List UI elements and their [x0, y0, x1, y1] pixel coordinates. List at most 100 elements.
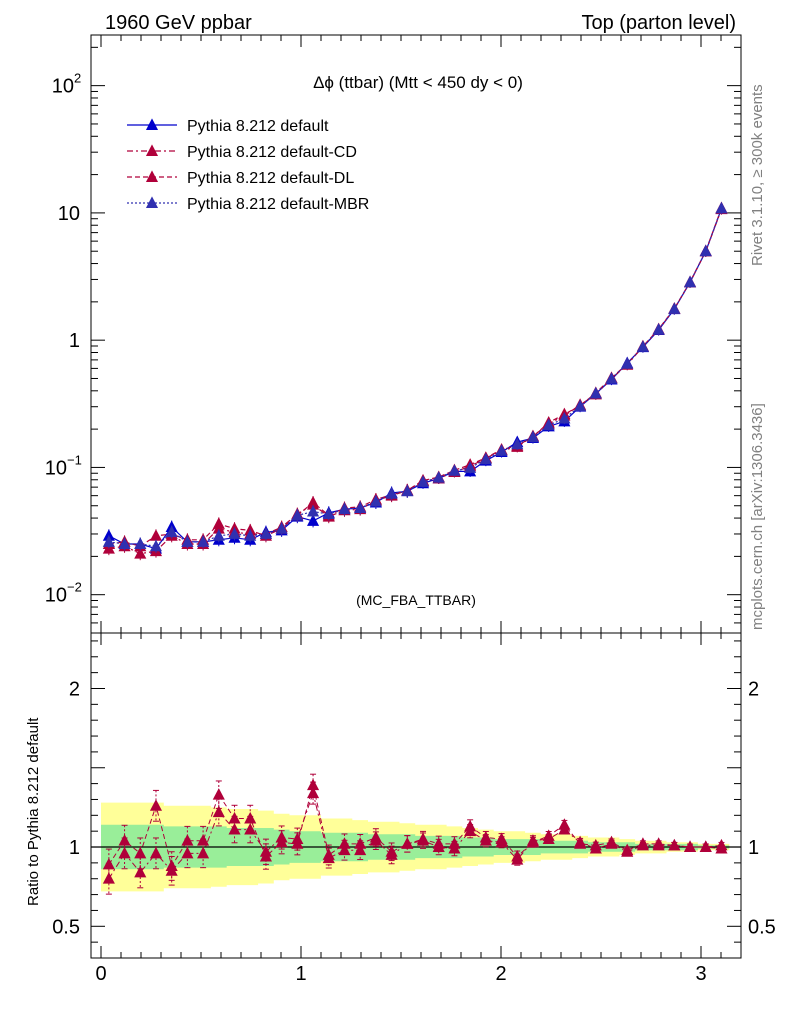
- legend-marker: [145, 118, 159, 130]
- data-point: [307, 514, 320, 526]
- ratio-y-axis-label: Ratio to Pythia 8.212 default: [25, 717, 42, 906]
- ratio-data-point: [668, 838, 681, 851]
- ratio-data-point: [636, 837, 649, 849]
- series-2: [102, 202, 728, 561]
- data-point: [102, 529, 115, 541]
- plot-title: Δϕ (ttbar) (Mtt < 450 dy < 0): [313, 73, 523, 92]
- ratio-data-point: [149, 846, 163, 859]
- legend-label: Pythia 8.212 default-DL: [187, 170, 354, 187]
- series-1: [102, 202, 728, 556]
- main-y-tick-exponent: 2: [74, 71, 81, 86]
- data-point: [495, 444, 508, 456]
- data-point: [511, 437, 524, 450]
- data-point: [542, 418, 555, 431]
- series-3: [102, 201, 728, 553]
- data-point: [401, 484, 414, 497]
- data-point: [322, 507, 335, 520]
- data-point: [558, 411, 571, 424]
- ratio-data-point: [699, 840, 712, 852]
- data-point: [479, 452, 492, 465]
- main-y-tick-exponent: −1: [67, 452, 82, 467]
- x-tick-label: 1: [295, 963, 306, 985]
- data-point: [244, 529, 257, 541]
- main-y-tick-exponent: −2: [67, 580, 82, 595]
- ratio-y-tick-label-right: 0.5: [748, 916, 776, 938]
- x-tick-label: 2: [495, 963, 506, 985]
- legend-marker: [145, 144, 159, 156]
- side-label-rivet: Rivet 3.1.10, ≥ 300k events: [749, 84, 766, 266]
- data-point: [307, 495, 320, 508]
- main-y-tick-label: 1: [69, 330, 80, 352]
- ratio-data-point: [574, 837, 587, 849]
- ratio-data-point: [134, 846, 147, 859]
- data-point: [149, 529, 163, 541]
- series-line: [108, 208, 723, 547]
- data-point: [385, 487, 398, 499]
- data-point: [354, 501, 367, 513]
- ratio-data-point: [652, 837, 665, 849]
- ratio-data-point: [495, 832, 508, 845]
- data-point: [181, 535, 194, 547]
- ratio-data-point: [212, 805, 225, 818]
- x-tick-label: 0: [95, 963, 106, 985]
- ratio-data-point: [338, 837, 351, 849]
- data-point: [212, 517, 225, 529]
- ratio-frame: [90, 632, 742, 959]
- data-point: [621, 357, 634, 369]
- series-line: [108, 207, 723, 547]
- ratio-data-point: [338, 843, 351, 856]
- legend-label: Pythia 8.212 default: [187, 118, 329, 135]
- ratio-data-point: [401, 837, 414, 849]
- data-point: [369, 494, 382, 507]
- data-point: [228, 527, 241, 539]
- legend-label: Pythia 8.212 default-MBR: [187, 196, 369, 213]
- ratio-data-point: [416, 832, 430, 845]
- ratio-data-point: [683, 840, 697, 852]
- ratio-data-point: [291, 837, 304, 849]
- main-y-tick-label: 10: [45, 585, 67, 607]
- data-point: [526, 430, 540, 443]
- ratio-data-point: [605, 835, 618, 848]
- data-point: [149, 539, 163, 552]
- series-4: [102, 201, 728, 553]
- data-point: [432, 471, 445, 483]
- ratio-y-tick-label: 2: [69, 678, 80, 700]
- ratio-y-tick-label-right: 1: [748, 837, 759, 859]
- ratio-data-point: [181, 834, 194, 846]
- data-point: [668, 302, 681, 314]
- data-point: [118, 537, 131, 549]
- data-point: [165, 525, 178, 538]
- ratio-data-point: [589, 838, 602, 851]
- main-y-tick-label: 10: [58, 203, 80, 225]
- header-right: Top (parton level): [581, 12, 736, 34]
- data-point: [715, 201, 728, 214]
- data-point: [699, 244, 712, 257]
- main-y-tick-label: 10: [52, 76, 74, 98]
- legend-marker: [145, 196, 159, 208]
- ratio-y-tick-label-right: 2: [748, 678, 759, 700]
- data-point: [683, 275, 697, 288]
- data-point: [589, 386, 602, 399]
- ratio-data-point: [307, 778, 320, 791]
- ratio-series-2: [102, 773, 728, 881]
- ratio-data-point: [621, 843, 634, 856]
- ratio-series-line: [108, 785, 722, 868]
- ratio-data-point: [212, 788, 225, 800]
- main-y-tick-label: 10: [45, 457, 67, 479]
- data-point: [605, 372, 618, 384]
- data-point: [307, 504, 320, 517]
- ratio-data-point: [432, 837, 445, 849]
- ratio-data-point: [149, 799, 163, 811]
- ratio-y-tick-label: 0.5: [52, 916, 80, 938]
- ratio-data-point: [165, 859, 178, 871]
- ratio-data-point: [275, 835, 288, 848]
- ratio-data-point: [259, 849, 272, 862]
- ratio-data-point: [715, 838, 728, 851]
- data-point: [448, 464, 461, 476]
- ratio-series-line: [108, 791, 722, 879]
- data-point: [464, 461, 477, 473]
- ratio-data-point: [354, 843, 367, 856]
- ratio-data-point: [479, 830, 492, 843]
- ratio-data-point: [228, 822, 241, 835]
